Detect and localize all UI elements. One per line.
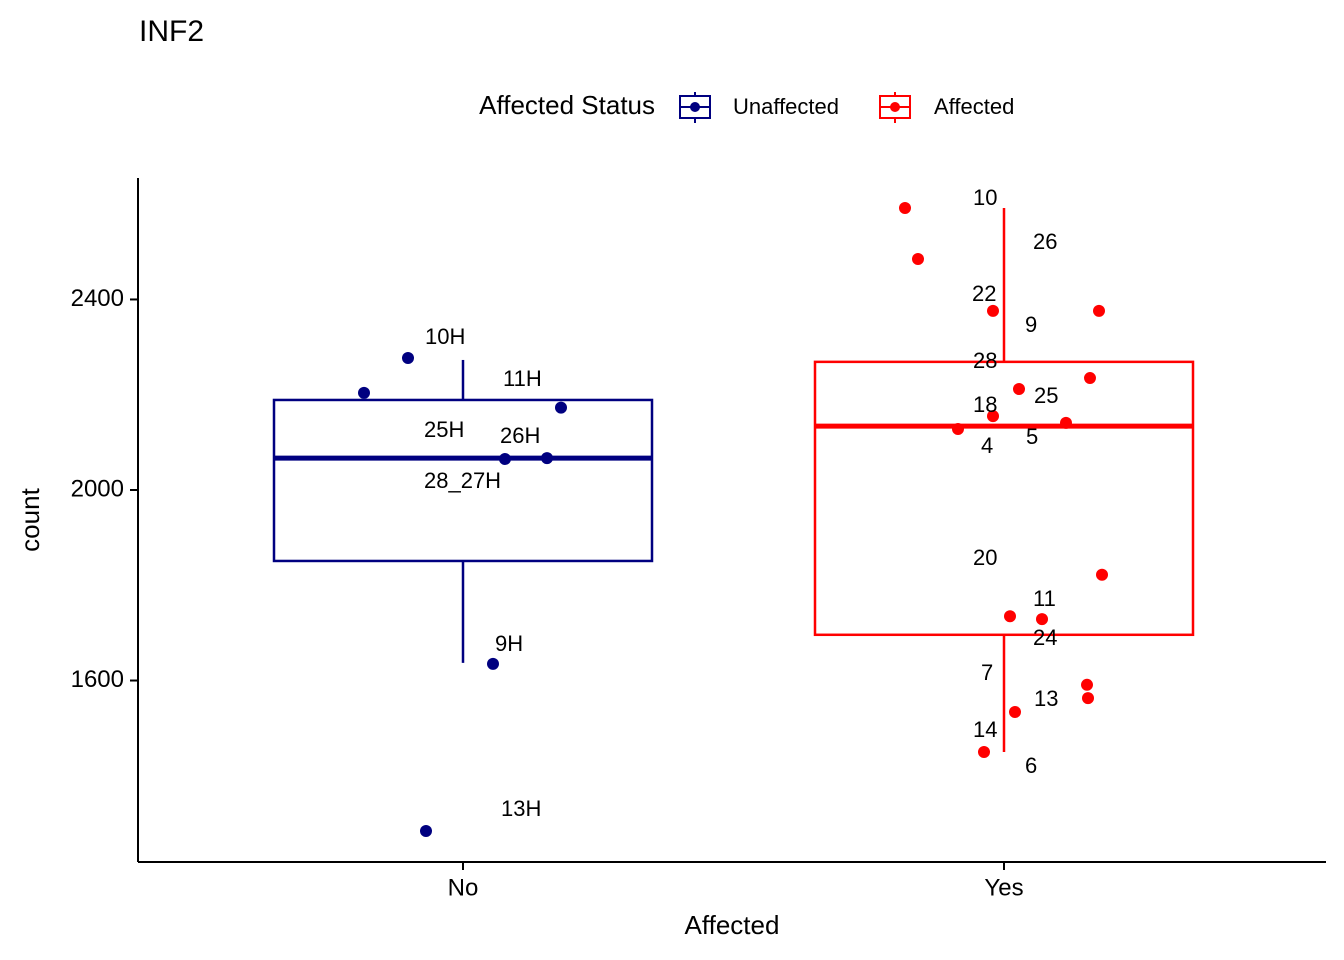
- point-label: 28_27H: [424, 468, 501, 493]
- data-point: [1060, 416, 1072, 429]
- point-label: 13: [1034, 686, 1058, 711]
- data-point: [1036, 613, 1048, 626]
- data-point: [912, 252, 924, 265]
- legend-key-point: [690, 102, 700, 112]
- x-tick-label: No: [448, 874, 479, 901]
- data-point: [1093, 304, 1105, 317]
- data-point: [987, 410, 999, 423]
- box: [813, 360, 1195, 637]
- data-point: [402, 352, 414, 365]
- point-label: 13H: [501, 796, 541, 821]
- data-point: [1009, 705, 1021, 718]
- point-label: 4: [981, 433, 993, 458]
- y-tick-label: 2000: [71, 475, 124, 502]
- point-label: 5: [1026, 424, 1038, 449]
- point-label: 14: [973, 717, 997, 742]
- data-point: [978, 745, 990, 758]
- data-point: [899, 202, 911, 215]
- data-point: [358, 386, 370, 399]
- y-tick-label: 1600: [71, 666, 124, 693]
- data-point: [541, 452, 553, 465]
- box: [272, 398, 654, 563]
- chart-title: INF2: [139, 15, 204, 48]
- x-axis-label: Affected: [685, 910, 780, 940]
- point-label: 6: [1025, 753, 1037, 778]
- data-point: [1096, 568, 1108, 581]
- y-tick-label: 2400: [71, 285, 124, 312]
- point-label: 11: [1033, 586, 1056, 611]
- legend-label: Affected: [934, 94, 1014, 119]
- point-label: 7: [981, 660, 993, 685]
- data-point: [1013, 383, 1025, 396]
- data-point: [420, 825, 432, 838]
- point-label: 28: [973, 348, 997, 373]
- point-label: 24: [1033, 625, 1057, 650]
- legend-key-point: [890, 102, 900, 112]
- data-point: [555, 401, 567, 414]
- point-label: 22: [972, 281, 996, 306]
- data-point: [1082, 692, 1094, 705]
- point-label: 10H: [425, 324, 465, 349]
- point-label: 25: [1034, 383, 1058, 408]
- point-label: 11H: [503, 366, 542, 391]
- x-tick-label: Yes: [984, 874, 1023, 901]
- y-axis-label: count: [15, 487, 45, 551]
- point-label: 26H: [500, 423, 540, 448]
- data-point: [487, 657, 499, 670]
- point-label: 26: [1033, 229, 1057, 254]
- legend-label: Unaffected: [733, 94, 839, 119]
- data-point: [1004, 610, 1016, 623]
- point-label: 9: [1025, 312, 1037, 337]
- point-label: 20: [973, 545, 997, 570]
- legend-title: Affected Status: [479, 90, 655, 120]
- point-label: 9H: [495, 631, 523, 656]
- point-label: 18: [973, 392, 997, 417]
- point-label: 25H: [424, 417, 464, 442]
- data-point: [499, 453, 511, 466]
- data-point: [1084, 372, 1096, 385]
- data-point: [987, 304, 999, 317]
- point-label: 10: [973, 185, 997, 210]
- data-point: [1081, 678, 1093, 691]
- data-point: [952, 423, 964, 436]
